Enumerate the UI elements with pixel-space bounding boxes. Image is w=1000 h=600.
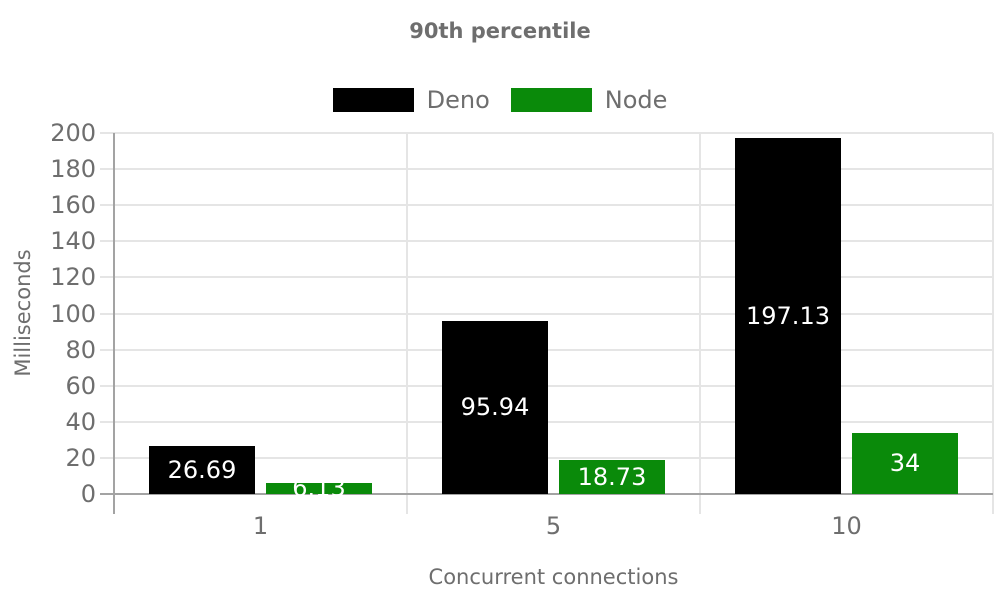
gridline	[100, 312, 993, 315]
bar-node-10: 34	[852, 432, 958, 494]
legend-label: Node	[604, 86, 668, 114]
x-category-label: 1	[252, 512, 269, 540]
bar-deno-10: 197.13	[735, 138, 841, 494]
bar-value-label: 18.73	[577, 463, 647, 492]
y-tick-label: 180	[50, 155, 96, 184]
bar-value-label: 34	[889, 449, 921, 478]
bar-value-label: 95.94	[460, 393, 530, 422]
gridline	[699, 133, 701, 514]
legend-label: Deno	[426, 86, 490, 114]
gridline	[100, 132, 993, 134]
legend-item-deno: Deno	[332, 86, 490, 114]
y-tick-label: 200	[50, 119, 96, 147]
gridline	[100, 204, 993, 207]
legend-swatch-node	[510, 88, 592, 112]
gridline	[100, 240, 993, 243]
y-tick-label: 0	[80, 480, 96, 508]
x-category-label: 10	[831, 512, 862, 540]
x-category-label: 5	[545, 512, 562, 540]
legend-swatch-deno	[332, 88, 414, 112]
gridline	[100, 168, 993, 171]
y-tick-label: 20	[65, 443, 96, 472]
bar-node-1: 6.13	[266, 474, 372, 502]
y-tick-label: 140	[50, 227, 96, 256]
gridline	[100, 276, 993, 279]
x-axis-baseline	[100, 493, 993, 495]
bar-value-label: 197.13	[746, 302, 830, 331]
y-tick-label: 160	[50, 191, 96, 220]
bar-value-label: 26.69	[167, 455, 237, 484]
chart-title: 90th percentile	[409, 19, 591, 43]
gridline	[992, 133, 994, 514]
x-axis-title: Concurrent connections	[428, 565, 679, 589]
bar-deno-5: 95.94	[442, 320, 548, 494]
y-axis-line	[113, 133, 115, 514]
bar-deno-1: 26.69	[149, 445, 255, 494]
bar-value-label: 6.13	[292, 474, 346, 503]
y-tick-label: 40	[65, 407, 96, 436]
bar-node-5: 18.73	[559, 460, 665, 494]
gridline	[406, 133, 408, 514]
y-tick-label: 100	[50, 299, 96, 328]
y-tick-label: 80	[65, 335, 96, 364]
legend-item-node: Node	[510, 86, 668, 114]
y-tick-label: 120	[50, 263, 96, 292]
y-tick-label: 60	[65, 371, 96, 400]
legend: Deno Node	[0, 88, 1000, 112]
